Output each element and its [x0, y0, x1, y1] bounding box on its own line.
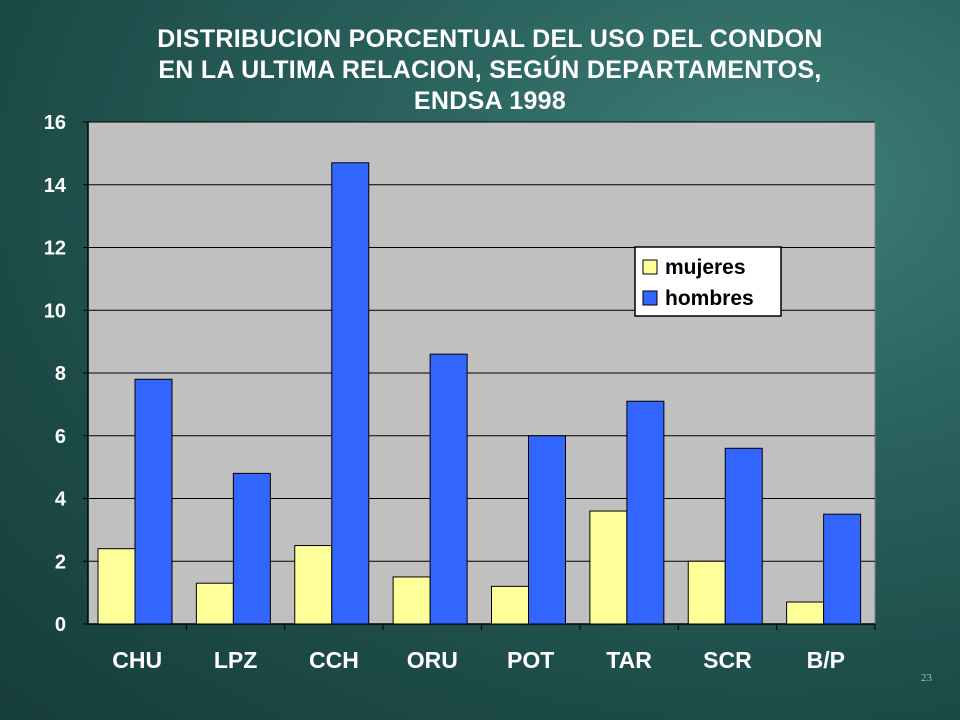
y-tick-label: 8: [55, 363, 66, 385]
y-tick-label: 16: [44, 112, 66, 134]
title-line-3: ENDSA 1998: [413, 87, 567, 115]
bar-mujeres-cch: [294, 545, 333, 625]
x-tick-label: B/P: [807, 647, 845, 673]
x-tick-label: TAR: [606, 647, 652, 673]
bar-mujeres-chu: [97, 548, 136, 625]
legend-label-hombres: hombres: [665, 287, 754, 310]
y-tick-label: 6: [55, 426, 66, 448]
y-tick-label: 4: [55, 489, 67, 511]
slide-number: 23: [921, 672, 932, 684]
y-tick-label: 14: [44, 175, 67, 197]
bar-hombres-cch: [331, 162, 370, 625]
y-tick-label: 0: [55, 614, 66, 636]
y-tick-label: 2: [55, 551, 66, 573]
x-tick-label: CHU: [112, 647, 162, 673]
bar-mujeres-scr: [687, 560, 726, 625]
title-line-1: DISTRIBUCION PORCENTUAL DEL USO DEL COND…: [157, 25, 823, 53]
bar-hombres-pot: [528, 435, 566, 625]
legend-label-mujeres: mujeres: [665, 256, 746, 279]
bar-hombres-tar: [626, 400, 665, 625]
bar-mujeres-lpz: [195, 582, 234, 625]
y-tick-label: 10: [44, 300, 66, 322]
bar-mujeres-bp: [786, 601, 825, 625]
bar-mujeres-pot: [491, 585, 529, 625]
y-tick-label: 12: [44, 238, 66, 260]
bar-hombres-scr: [724, 447, 763, 625]
chart-title: DISTRIBUCION PORCENTUAL DEL USO DEL COND…: [60, 24, 920, 117]
legend: [634, 246, 782, 317]
legend-swatch-mujeres: [642, 259, 658, 275]
legend-swatch-hombres: [642, 290, 658, 306]
x-tick-label: SCR: [703, 647, 752, 673]
bar-mujeres-oru: [392, 576, 431, 625]
x-tick-label: POT: [507, 647, 554, 673]
bar-hombres-oru: [429, 353, 468, 625]
x-tick-label: CCH: [309, 647, 359, 673]
bar-hombres-bp: [823, 513, 862, 625]
x-tick-label: LPZ: [214, 647, 257, 673]
title-line-2: EN LA ULTIMA RELACION, SEGÚN DEPARTAMENT…: [158, 56, 822, 84]
bar-hombres-chu: [134, 378, 173, 625]
x-tick-label: ORU: [407, 647, 458, 673]
bar-hombres-lpz: [232, 472, 271, 625]
bar-mujeres-tar: [589, 510, 628, 625]
